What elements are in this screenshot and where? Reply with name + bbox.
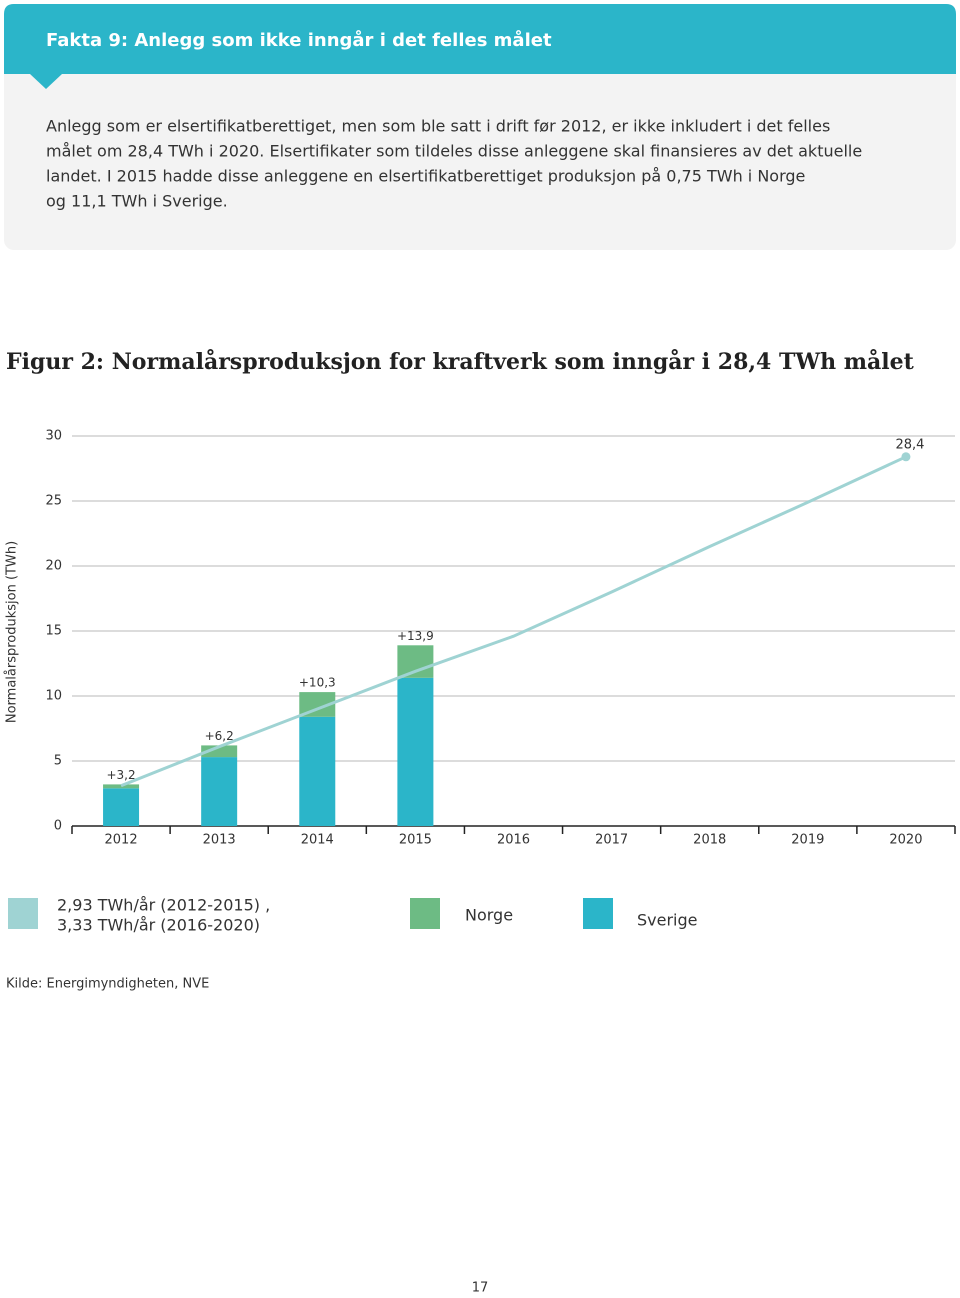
- y-tick-label: 0: [54, 819, 62, 834]
- value-label: 28,4: [895, 437, 924, 452]
- y-tick-label: 25: [45, 494, 62, 509]
- legend-swatch: [410, 898, 440, 929]
- legend-swatch: [583, 898, 613, 929]
- y-axis-title: Normalårsproduksjon (TWh): [5, 541, 20, 723]
- source: Kilde: Energimyndigheten, NVE: [6, 977, 209, 992]
- fact-text: målet om 28,4 TWh i 2020. Elsertifikater…: [46, 142, 862, 161]
- total-label: +10,3: [299, 676, 336, 690]
- bar: [201, 757, 238, 826]
- fact-header: [4, 4, 956, 89]
- line-point: [901, 452, 911, 462]
- x-tick-label: 2020: [889, 833, 922, 848]
- y-tick-label: 20: [45, 559, 62, 574]
- bar: [397, 677, 434, 826]
- x-tick-label: 2013: [203, 833, 236, 848]
- bar: [201, 745, 238, 758]
- fact-text: og 11,1 TWh i Sverige.: [46, 192, 228, 211]
- y-tick-label: 5: [54, 754, 62, 769]
- total-label: +3,2: [106, 768, 135, 782]
- legend-label: 3,33 TWh/år (2016-2020): [57, 916, 260, 935]
- total-label: +6,2: [205, 729, 234, 743]
- legend-label: Sverige: [637, 911, 698, 930]
- line: [120, 455, 907, 788]
- bar: [397, 645, 434, 678]
- x-tick-label: 2015: [399, 833, 432, 848]
- total-label: +13,9: [397, 629, 434, 643]
- bar: [103, 784, 140, 789]
- y-tick-label: 10: [45, 689, 62, 704]
- x-tick-label: 2018: [693, 833, 726, 848]
- bar: [299, 716, 336, 826]
- y-tick-label: 30: [45, 429, 62, 444]
- page-number: 17: [472, 1281, 489, 1295]
- x-tick-label: 2017: [595, 833, 628, 848]
- fact-text: Anlegg som er elsertifikatberettiget, me…: [46, 117, 830, 136]
- legend-label: Norge: [465, 906, 513, 925]
- x-tick-label: 2014: [301, 833, 334, 848]
- x-tick-label: 2016: [497, 833, 530, 848]
- y-tick-label: 15: [45, 624, 62, 639]
- x-tick-label: 2019: [791, 833, 824, 848]
- chart-title: Figur 2: Normalårsproduksjon for kraftve…: [6, 349, 915, 375]
- legend-swatch: [8, 898, 38, 929]
- fact-text: landet. I 2015 hadde disse anleggene en …: [46, 167, 805, 186]
- fact-title: Fakta 9: Anlegg som ikke inngår i det fe…: [46, 29, 552, 51]
- legend-label: 2,93 TWh/år (2012-2015) ,: [57, 896, 270, 915]
- x-tick-label: 2012: [105, 833, 138, 848]
- bar: [103, 788, 140, 826]
